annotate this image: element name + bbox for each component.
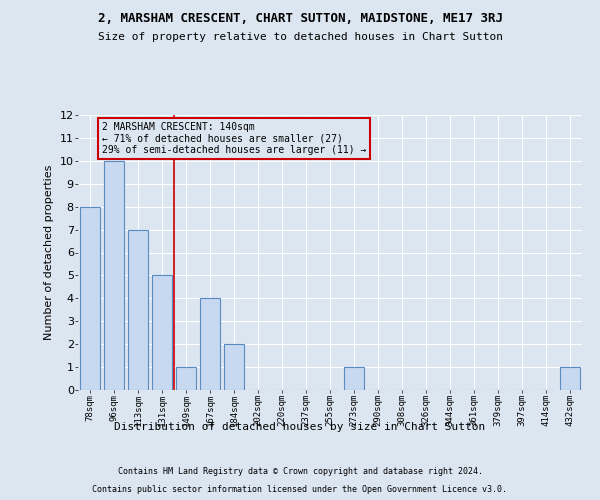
Bar <box>152 276 172 390</box>
Bar <box>80 206 100 390</box>
Bar <box>200 298 220 390</box>
Text: 2, MARSHAM CRESCENT, CHART SUTTON, MAIDSTONE, ME17 3RJ: 2, MARSHAM CRESCENT, CHART SUTTON, MAIDS… <box>97 12 503 26</box>
Text: 2 MARSHAM CRESCENT: 140sqm
← 71% of detached houses are smaller (27)
29% of semi: 2 MARSHAM CRESCENT: 140sqm ← 71% of deta… <box>102 122 367 155</box>
Bar <box>224 344 244 390</box>
Text: Contains public sector information licensed under the Open Government Licence v3: Contains public sector information licen… <box>92 485 508 494</box>
Text: Size of property relative to detached houses in Chart Sutton: Size of property relative to detached ho… <box>97 32 503 42</box>
Text: Contains HM Land Registry data © Crown copyright and database right 2024.: Contains HM Land Registry data © Crown c… <box>118 468 482 476</box>
Bar <box>176 367 196 390</box>
Bar <box>560 367 580 390</box>
Bar <box>128 230 148 390</box>
Y-axis label: Number of detached properties: Number of detached properties <box>44 165 54 340</box>
Bar <box>344 367 364 390</box>
Bar <box>104 161 124 390</box>
Text: Distribution of detached houses by size in Chart Sutton: Distribution of detached houses by size … <box>115 422 485 432</box>
